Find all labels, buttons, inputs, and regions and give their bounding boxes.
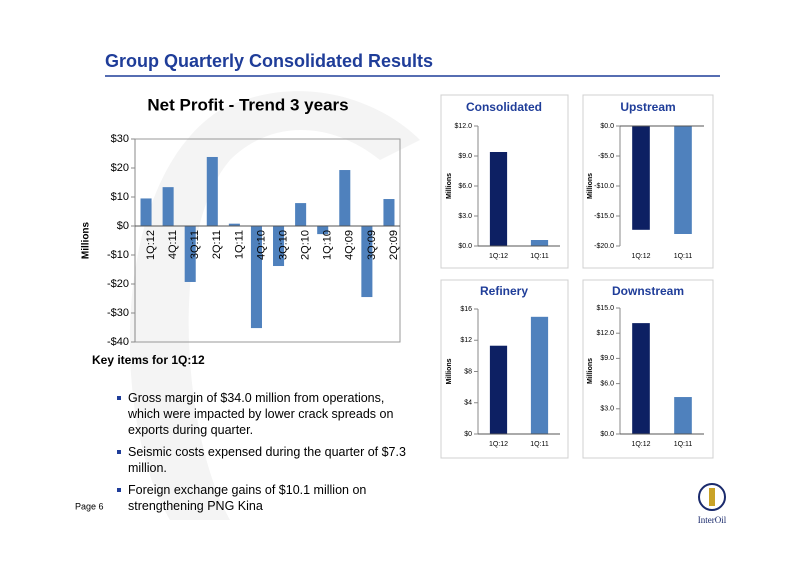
bullet: Foreign exchange gains of $10.1 million … bbox=[117, 482, 418, 514]
x-tick-label: 1Q:11 bbox=[530, 441, 549, 448]
bar bbox=[632, 323, 650, 434]
bar bbox=[206, 156, 218, 226]
y-tick-label: $9.0 bbox=[600, 355, 614, 362]
bar bbox=[489, 345, 508, 434]
y-tick-label: -$20.0 bbox=[594, 243, 614, 250]
bar bbox=[295, 203, 307, 226]
chart-title: Net Profit - Trend 3 years bbox=[147, 95, 348, 114]
y-axis-label: Millions bbox=[587, 358, 594, 384]
bar bbox=[162, 187, 174, 226]
x-tick-label: 3Q:11 bbox=[189, 230, 201, 259]
y-tick-label: $6.0 bbox=[600, 380, 614, 387]
bullet: Gross margin of $34.0 million from opera… bbox=[117, 390, 418, 438]
y-tick-label: -$40 bbox=[107, 336, 129, 348]
x-tick-label: 3Q:10 bbox=[277, 230, 289, 260]
x-tick-label: 3Q:09 bbox=[366, 230, 378, 260]
y-tick-label: -$5.0 bbox=[598, 153, 614, 160]
chart-title: Downstream bbox=[612, 284, 684, 298]
bar bbox=[317, 226, 329, 235]
key-items: Key items for 1Q:12 Gross margin of $34.… bbox=[92, 353, 422, 520]
bar bbox=[632, 126, 650, 230]
page-number: Page 6 bbox=[75, 501, 104, 511]
x-tick-label: 2Q:09 bbox=[388, 230, 400, 260]
bullet-list: Gross margin of $34.0 million from opera… bbox=[92, 390, 422, 514]
x-tick-label: 1Q:11 bbox=[530, 253, 549, 260]
y-tick-label: $0.0 bbox=[600, 431, 614, 438]
x-tick-label: 1Q:11 bbox=[233, 230, 245, 259]
x-tick-label: 1Q:11 bbox=[674, 441, 693, 448]
x-tick-label: 2Q:11 bbox=[211, 230, 223, 259]
x-tick-label: 1Q:12 bbox=[631, 253, 650, 260]
slide-title: Group Quarterly Consolidated Results bbox=[105, 51, 433, 71]
y-tick-label: -$30 bbox=[107, 307, 129, 319]
y-tick-label: $20 bbox=[111, 162, 129, 174]
x-tick-label: 4Q:10 bbox=[255, 230, 267, 260]
bar bbox=[383, 199, 395, 226]
y-tick-label: $30 bbox=[111, 133, 129, 145]
bar bbox=[184, 226, 196, 282]
y-tick-label: -$10 bbox=[107, 249, 129, 261]
logo-mark bbox=[709, 488, 715, 506]
y-tick-label: $0.0 bbox=[458, 243, 472, 250]
bar bbox=[674, 126, 692, 234]
logo-text: InterOil bbox=[698, 515, 727, 525]
bar bbox=[273, 226, 285, 267]
y-tick-label: $4 bbox=[464, 400, 472, 407]
y-axis-label: Millions bbox=[587, 173, 594, 199]
x-tick-label: 1Q:11 bbox=[674, 253, 693, 260]
y-axis-label: Millions bbox=[81, 221, 92, 259]
x-tick-label: 1Q:12 bbox=[489, 253, 508, 260]
y-tick-label: -$15.0 bbox=[594, 213, 614, 220]
bar bbox=[339, 170, 351, 226]
x-tick-label: 2Q:10 bbox=[300, 230, 312, 260]
y-tick-label: $3.0 bbox=[458, 213, 472, 220]
y-tick-label: $0.0 bbox=[600, 123, 614, 130]
bar bbox=[250, 226, 262, 329]
y-tick-label: $6.0 bbox=[458, 183, 472, 190]
y-axis-label: Millions bbox=[446, 173, 453, 199]
bar bbox=[530, 316, 549, 434]
y-tick-label: $3.0 bbox=[600, 406, 614, 413]
bar bbox=[140, 198, 152, 226]
y-tick-label: $8 bbox=[464, 368, 472, 375]
x-tick-label: 4Q:09 bbox=[344, 230, 356, 260]
y-tick-label: $12.0 bbox=[596, 330, 614, 337]
bar bbox=[674, 397, 692, 434]
y-tick-label: -$20 bbox=[107, 278, 129, 290]
y-axis-label: Millions bbox=[446, 358, 453, 384]
y-tick-label: $0 bbox=[117, 220, 129, 232]
x-tick-label: 1Q:10 bbox=[322, 230, 334, 260]
bullet: Seismic costs expensed during the quarte… bbox=[117, 444, 418, 476]
y-tick-label: $15.0 bbox=[596, 305, 614, 312]
bar bbox=[489, 152, 508, 246]
logo-ring bbox=[698, 483, 726, 511]
chart-title: Consolidated bbox=[466, 100, 542, 114]
y-tick-label: $9.0 bbox=[458, 153, 472, 160]
bar bbox=[228, 223, 240, 226]
x-tick-label: 1Q:12 bbox=[145, 230, 157, 260]
y-tick-label: -$10.0 bbox=[594, 183, 614, 190]
y-tick-label: $16 bbox=[460, 306, 472, 313]
y-tick-label: $10 bbox=[111, 191, 129, 203]
watermark bbox=[129, 91, 420, 520]
y-tick-label: $12 bbox=[460, 337, 472, 344]
x-tick-label: 1Q:12 bbox=[631, 441, 650, 448]
key-items-heading: Key items for 1Q:12 bbox=[92, 353, 205, 367]
y-tick-label: $0 bbox=[464, 431, 472, 438]
x-tick-label: 4Q:11 bbox=[167, 230, 179, 259]
x-tick-label: 1Q:12 bbox=[489, 441, 508, 448]
chart-title: Upstream bbox=[620, 100, 675, 114]
bar bbox=[361, 226, 373, 298]
chart-title: Refinery bbox=[480, 284, 528, 298]
bar bbox=[530, 240, 549, 246]
y-tick-label: $12.0 bbox=[454, 123, 472, 130]
